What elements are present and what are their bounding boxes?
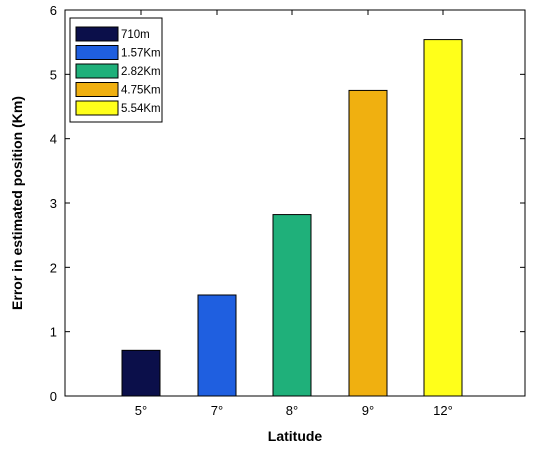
y-axis-title: Error in estimated position (Km) (9, 96, 25, 310)
x-axis: 5° 7° 8° 9° 12° (135, 10, 453, 418)
y-tick-label: 6 (50, 3, 57, 18)
legend-label: 4.75Km (121, 85, 161, 97)
bar-4 (348, 89, 388, 397)
legend-swatch (75, 26, 119, 42)
y-tick-label: 2 (50, 260, 57, 275)
legend-label: 5.54Km (121, 103, 161, 115)
legend: 710m 1.57Km 2.82Km 4.75Km 5.54Km (69, 17, 163, 123)
y-tick-label: 4 (50, 132, 57, 147)
x-tick-label: 5° (135, 403, 147, 418)
y-axis: 0 1 2 3 4 5 6 (50, 3, 525, 404)
x-tick-label: 7° (211, 403, 223, 418)
legend-swatch (75, 45, 119, 60)
bar-1 (121, 349, 161, 397)
x-tick-label: 8° (286, 403, 298, 418)
y-tick-label: 3 (50, 196, 57, 211)
bar-2 (197, 294, 237, 397)
x-tick-label: 12° (433, 403, 453, 418)
legend-swatch (75, 63, 119, 79)
x-tick-label: 9° (362, 403, 374, 418)
legend-label: 2.82Km (121, 66, 161, 78)
y-tick-label: 5 (50, 67, 57, 82)
x-axis-title: Latitude (268, 428, 323, 444)
y-tick-label: 1 (50, 325, 57, 340)
legend-swatch (75, 82, 119, 97)
bar-3 (272, 214, 312, 397)
legend-swatch (75, 100, 119, 116)
legend-label: 1.57Km (121, 48, 161, 60)
bars (121, 39, 463, 397)
y-tick-label: 0 (50, 389, 57, 404)
legend-label: 710m (121, 29, 150, 41)
bar-5 (423, 39, 463, 397)
